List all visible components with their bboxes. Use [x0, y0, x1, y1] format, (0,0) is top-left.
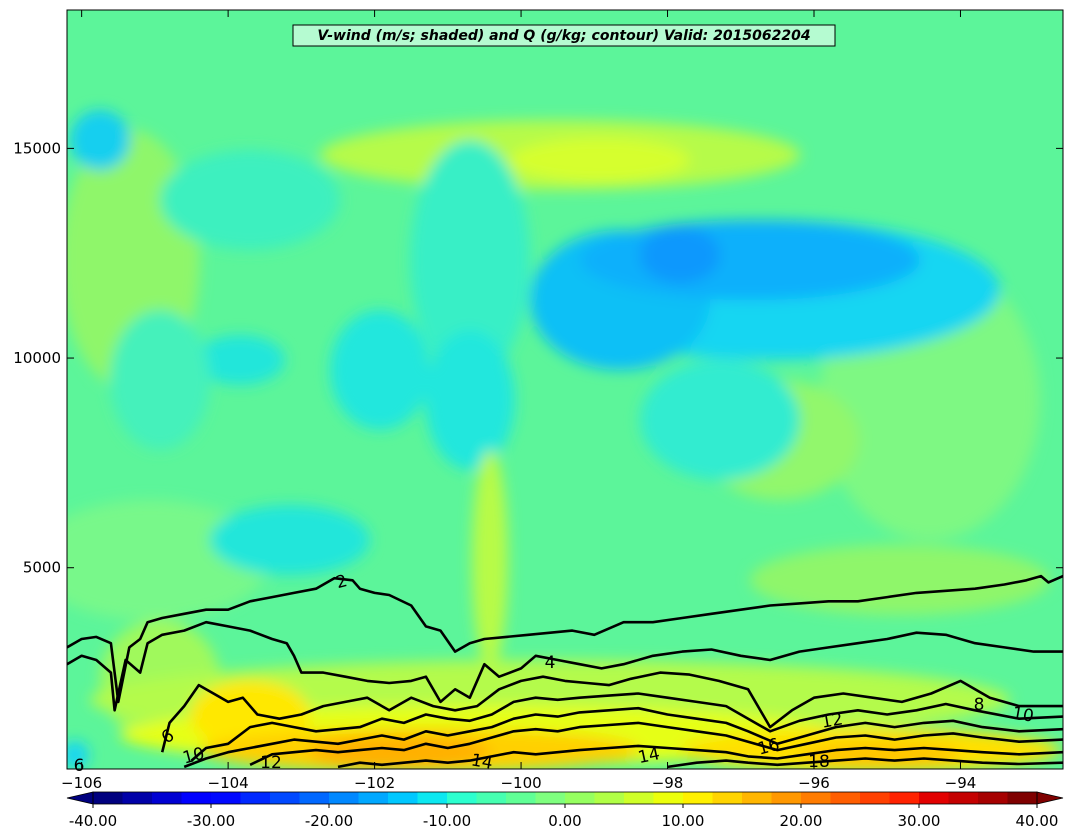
contour-label-12-right: 12 [820, 709, 845, 732]
colorbar-segment [830, 792, 861, 804]
colorbar-segment [712, 792, 743, 804]
colorbar-segment [240, 792, 271, 804]
contour-line-6 [160, 671, 1063, 753]
x-tick-label: −98 [652, 774, 684, 792]
colorbar: -40.00 -30.00 -20.00 -10.00 0.00 10.00 20.00 30… [66, 791, 1064, 830]
colorbar-segment [152, 792, 183, 804]
colorbar-segment [565, 792, 596, 804]
colorbar-segment [211, 792, 242, 804]
colorbar-segment [978, 792, 1009, 804]
x-tick-label: −100 [500, 774, 541, 792]
colorbar-segment [122, 792, 153, 804]
colorbar-segment [1007, 792, 1038, 804]
axis-ticks: −106 −104 −102 −100 −98 −96 −94 5000 10000 15000 [13, 10, 1063, 792]
contour-label-18: 18 [808, 752, 830, 772]
colorbar-segment [594, 792, 625, 804]
colorbar-segment [889, 792, 920, 804]
x-tick-label: −106 [61, 774, 102, 792]
colorbar-segment [388, 792, 419, 804]
contour-label-12-left: 12 [260, 753, 282, 773]
colorbar-tick-label: -20.00 [305, 812, 353, 830]
contour-label-4: 4 [545, 653, 556, 673]
colorbar-segment [683, 792, 714, 804]
contour-line-2 [67, 574, 1063, 704]
contour-line-16 [667, 757, 1063, 769]
y-tick-label: 5000 [23, 559, 61, 577]
colorbar-segment [948, 792, 979, 804]
colorbar-segment [181, 792, 212, 804]
colorbar-max-extension [1036, 791, 1064, 805]
colorbar-segment [535, 792, 566, 804]
colorbar-segment [93, 792, 124, 804]
x-tick-label: −102 [354, 774, 395, 792]
contour-line-8 [190, 692, 1063, 762]
colorbar-segment [506, 792, 537, 804]
contour-label-14-right: 14 [636, 744, 661, 768]
contour-label-10-right: 10 [1010, 703, 1035, 726]
colorbar-segment [329, 792, 360, 804]
colorbar-segment [860, 792, 891, 804]
contour-label-group: 2 4 6 8 10 10 12 12 14 14 16 18 6 [74, 571, 1036, 776]
chart-title: V-wind (m/s; shaded) and Q (g/kg; contou… [317, 28, 810, 44]
colorbar-segment [771, 792, 802, 804]
colorbar-tick-label: -30.00 [187, 812, 235, 830]
colorbar-segment [270, 792, 301, 804]
colorbar-min-extension [66, 791, 94, 805]
colorbar-tick-label: -10.00 [423, 812, 471, 830]
colorbar-tick-label: 20.00 [780, 812, 823, 830]
colorbar-tick-label: 40.00 [1016, 812, 1059, 830]
shaded-field [67, 10, 1063, 769]
contour-line-4 [67, 620, 1063, 712]
colorbar-segment [653, 792, 684, 804]
x-tick-label: −104 [208, 774, 249, 792]
colorbar-segment [742, 792, 773, 804]
contour-label-8: 8 [974, 695, 985, 715]
humidity-contours [67, 574, 1063, 769]
contour-label-2: 2 [334, 571, 350, 593]
colorbar-segment [476, 792, 507, 804]
colorbar-tick-label: 30.00 [898, 812, 941, 830]
y-tick-label: 15000 [13, 139, 61, 157]
colorbar-segment [447, 792, 478, 804]
contour-label-6-corner: 6 [74, 756, 85, 776]
colorbar-segment [358, 792, 389, 804]
contour-line-14 [337, 744, 1063, 769]
contour-line-10 [183, 706, 1063, 769]
colorbar-segment [624, 792, 655, 804]
y-tick-label: 10000 [13, 349, 61, 367]
colorbar-segment [801, 792, 832, 804]
plot-frame [66, 9, 1064, 770]
colorbar-tick-label: 0.00 [548, 812, 581, 830]
contour-line-12 [249, 721, 1063, 766]
colorbar-segment [299, 792, 330, 804]
x-tick-label: −94 [945, 774, 977, 792]
contour-label-14-left: 14 [469, 750, 494, 773]
colorbar-tick-label: 10.00 [662, 812, 705, 830]
colorbar-segment [417, 792, 448, 804]
colorbar-tick-label: -40.00 [69, 812, 117, 830]
x-tick-label: −96 [798, 774, 830, 792]
colorbar-segment [919, 792, 950, 804]
chart-title-box: V-wind (m/s; shaded) and Q (g/kg; contou… [292, 24, 836, 47]
